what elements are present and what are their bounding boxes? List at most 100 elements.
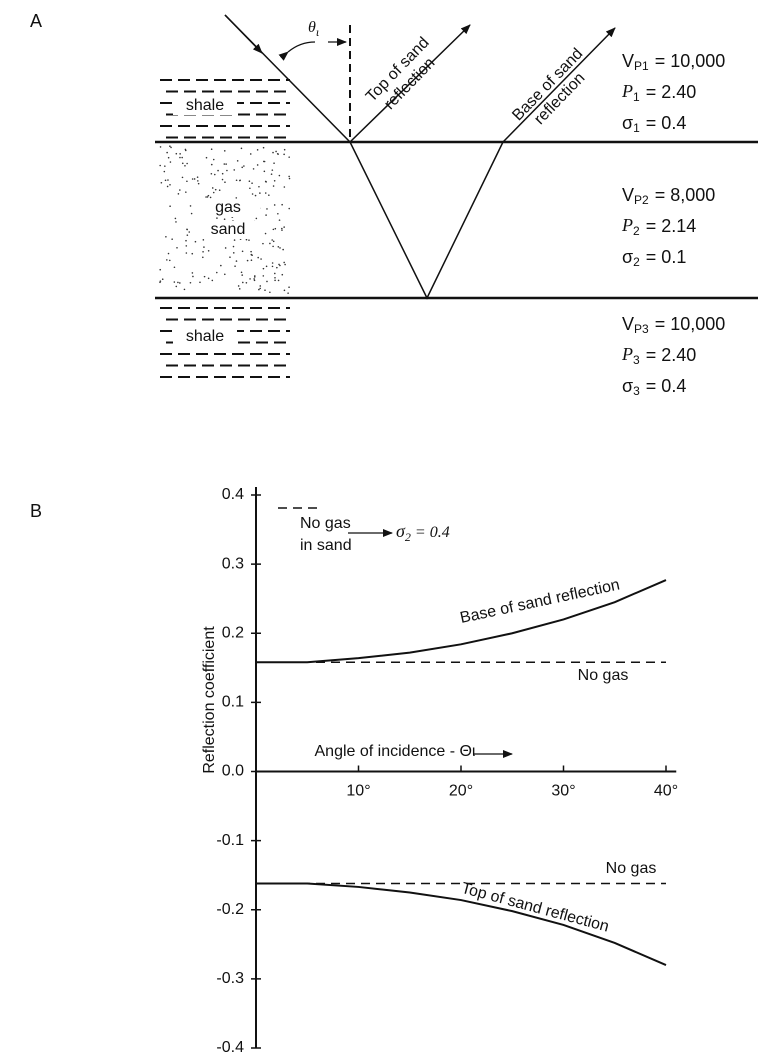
sand-dot [224, 247, 227, 249]
sand-dot [288, 175, 290, 178]
sand-dot [255, 217, 258, 220]
sand-dot [189, 281, 192, 284]
sand-dot [161, 278, 164, 281]
sand-dot [205, 196, 207, 198]
sand-dot [164, 179, 167, 182]
sand-dot [276, 153, 279, 155]
sand-dot [220, 264, 222, 267]
sand-dot [212, 158, 215, 161]
sand-dot [202, 256, 204, 259]
sand-dot [183, 288, 186, 291]
legend-value: = 0.4 [415, 524, 450, 541]
property: σ1 = 0.4 [622, 113, 686, 135]
sand-dot [211, 279, 214, 282]
sand-dot [175, 152, 178, 155]
sand-dot [249, 153, 252, 155]
sand-dot [181, 156, 183, 159]
y-tick-label: -0.1 [216, 832, 244, 849]
sand-dot [179, 189, 181, 191]
series-label: No gas [578, 667, 629, 684]
property-sub: 3 [633, 353, 640, 367]
sand-dot [236, 160, 239, 162]
property-symbol: P [621, 215, 633, 235]
property: σ2 = 0.1 [622, 247, 686, 269]
sand-dot [173, 266, 176, 269]
label-bg [173, 328, 237, 346]
sand-dot [203, 246, 205, 248]
ray [349, 24, 471, 143]
sand-dot [281, 203, 283, 206]
sand-dot [210, 148, 213, 150]
property-symbol: P [621, 344, 633, 364]
sand-dot [210, 172, 213, 175]
sand-dot [188, 231, 191, 233]
y-tick-label: 0.3 [222, 555, 244, 572]
sand-dot [179, 153, 181, 155]
sand-dot [274, 272, 276, 275]
sand-dot [250, 253, 253, 256]
sand-dot [258, 288, 260, 291]
sand-dot [274, 227, 277, 230]
sand-dot [271, 169, 274, 171]
property-sub: 2 [633, 255, 640, 269]
sand-dot [264, 289, 266, 292]
sand-dot [241, 274, 244, 276]
sand-dot [179, 156, 181, 159]
x-tick-label: 10° [346, 783, 370, 800]
sand-dot [251, 182, 253, 184]
sand-dot [170, 146, 172, 149]
y-tick-label: 0.1 [222, 694, 244, 711]
sand-dot [217, 169, 219, 172]
sand-dot [223, 218, 226, 221]
sand-dot [234, 265, 236, 267]
sand-dot [199, 281, 201, 284]
sand-dot [159, 268, 162, 271]
x-tick-label: 30° [551, 783, 575, 800]
sand-dot [284, 263, 286, 266]
sand-dot [278, 263, 280, 266]
sand-dot [240, 147, 243, 150]
property-value: = 2.40 [646, 82, 697, 102]
sand-dot [288, 207, 291, 210]
sand-dot [232, 252, 235, 254]
legend-note: No gas [300, 515, 351, 532]
sand-dot [277, 245, 280, 248]
sand-dot [224, 273, 226, 276]
property-value: = 2.14 [646, 216, 697, 236]
property-value: = 0.4 [646, 113, 687, 133]
sand-dot [197, 182, 200, 185]
y-tick-label: 0.0 [222, 763, 244, 780]
sand-dot [288, 156, 290, 158]
property-sub: 1 [633, 90, 640, 104]
sand-dot [288, 286, 290, 289]
sand-dot [203, 275, 206, 278]
sand-dot [225, 163, 227, 165]
sand-dot [235, 197, 238, 199]
sand-dot [226, 169, 228, 172]
sand-dot [159, 146, 162, 148]
sand-dot [282, 248, 284, 251]
series-line [256, 579, 667, 664]
property-sub: 1 [633, 121, 640, 135]
sand-dot [274, 277, 276, 279]
legend-sub: 2 [405, 530, 411, 544]
property-symbol: V [622, 51, 634, 71]
sand-dot [174, 217, 177, 220]
sand-dot [239, 179, 241, 182]
sand-dot [194, 240, 197, 243]
sand-dot [275, 150, 277, 153]
y-axis-label: Reflection coefficient [201, 626, 218, 774]
sand-dot [177, 281, 179, 284]
sand-dot [272, 228, 275, 231]
angle-symbol: θ [308, 19, 316, 36]
sand-dot [233, 239, 236, 241]
sand-dot [258, 185, 260, 188]
sand-dot [215, 271, 218, 274]
diagram [155, 14, 758, 300]
sand-dot [216, 217, 218, 219]
sand-dot [259, 192, 261, 194]
sand-dot [252, 168, 255, 170]
sand-dot [249, 187, 251, 190]
sand-dot [211, 187, 214, 189]
property: σ3 = 0.4 [622, 376, 686, 398]
